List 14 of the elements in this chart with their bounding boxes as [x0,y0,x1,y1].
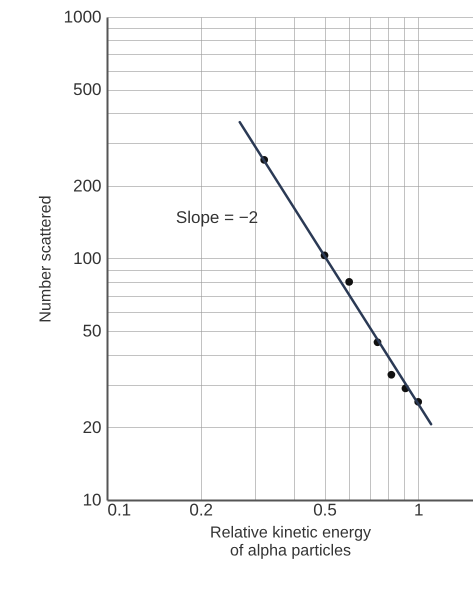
y-tick-label: 10 [82,490,102,510]
y-axis-title: Number scattered [38,195,55,323]
y-tick-label: 500 [73,80,102,100]
y-tick-label: 1000 [64,8,102,26]
annotation: Slope = −2 [176,208,258,227]
x-tick-label: 0.2 [189,500,213,520]
y-tick-label: 50 [82,322,102,341]
x-tick-label: 0.1 [108,500,132,520]
x-tick-label: 1 [414,500,424,520]
x-axis-title: Relative kinetic energy of alpha particles [210,524,371,560]
x-tick-label: 0.5 [313,500,337,520]
y-tick-label: 20 [82,418,102,437]
y-tick-label: 200 [73,176,102,196]
y-tick-label: 100 [73,249,102,268]
